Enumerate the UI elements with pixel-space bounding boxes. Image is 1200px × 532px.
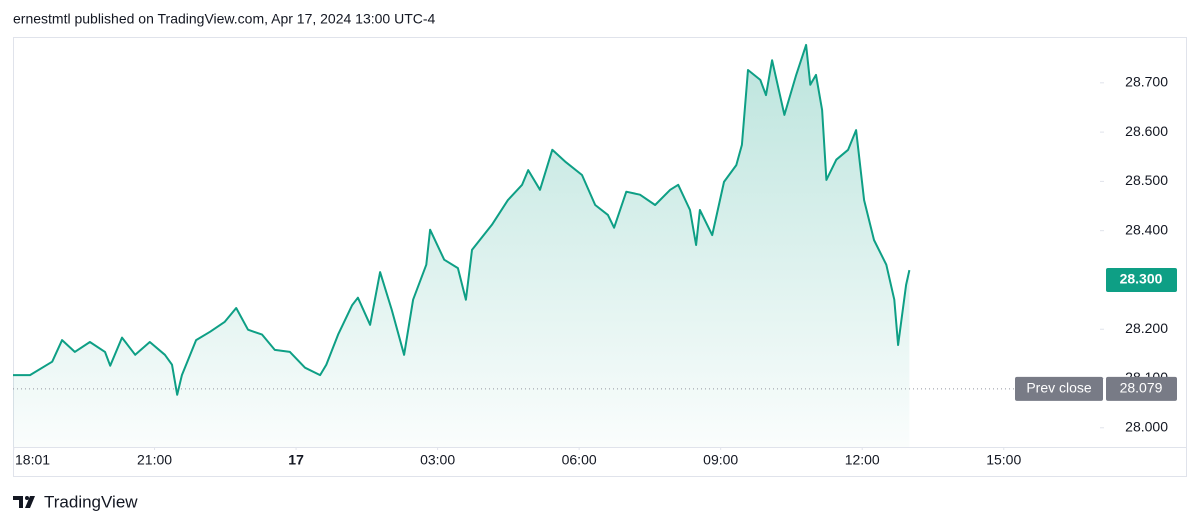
x-tick-label: 12:00 [845, 452, 880, 468]
x-tick-label: 06:00 [562, 452, 597, 468]
x-tick-label: 09:00 [703, 452, 738, 468]
header: ernestmtl published on TradingView.com, … [13, 11, 436, 27]
y-tick-label: 28.700 [1125, 74, 1168, 90]
x-tick-label: 18:01 [15, 452, 50, 468]
x-tick-label: 03:00 [420, 452, 455, 468]
area-fill [13, 44, 910, 448]
price-line [13, 43, 911, 396]
prev-close-value: 28.079 [1120, 380, 1163, 396]
x-tick-label: 17 [288, 452, 304, 468]
last-price-box [1106, 267, 1177, 292]
y-tick-label: 28.400 [1125, 221, 1168, 237]
x-tick-label: 21:00 [137, 452, 172, 468]
y-tick-label: 28.000 [1125, 418, 1168, 434]
last-price-label: 28.300 [1120, 271, 1163, 287]
prev-close-box [1106, 376, 1177, 401]
frame [13, 37, 1187, 477]
footer-logo [13, 496, 35, 508]
y-tick-label: 28.500 [1125, 172, 1168, 188]
footer-brand: TradingView [44, 492, 138, 511]
prev-close-name-box [1015, 376, 1103, 401]
y-tick-label: 28.600 [1125, 123, 1168, 139]
y-tick-label: 28.200 [1125, 320, 1168, 336]
x-tick-label: 15:00 [986, 452, 1021, 468]
prev-close-name: Prev close [1026, 380, 1092, 396]
